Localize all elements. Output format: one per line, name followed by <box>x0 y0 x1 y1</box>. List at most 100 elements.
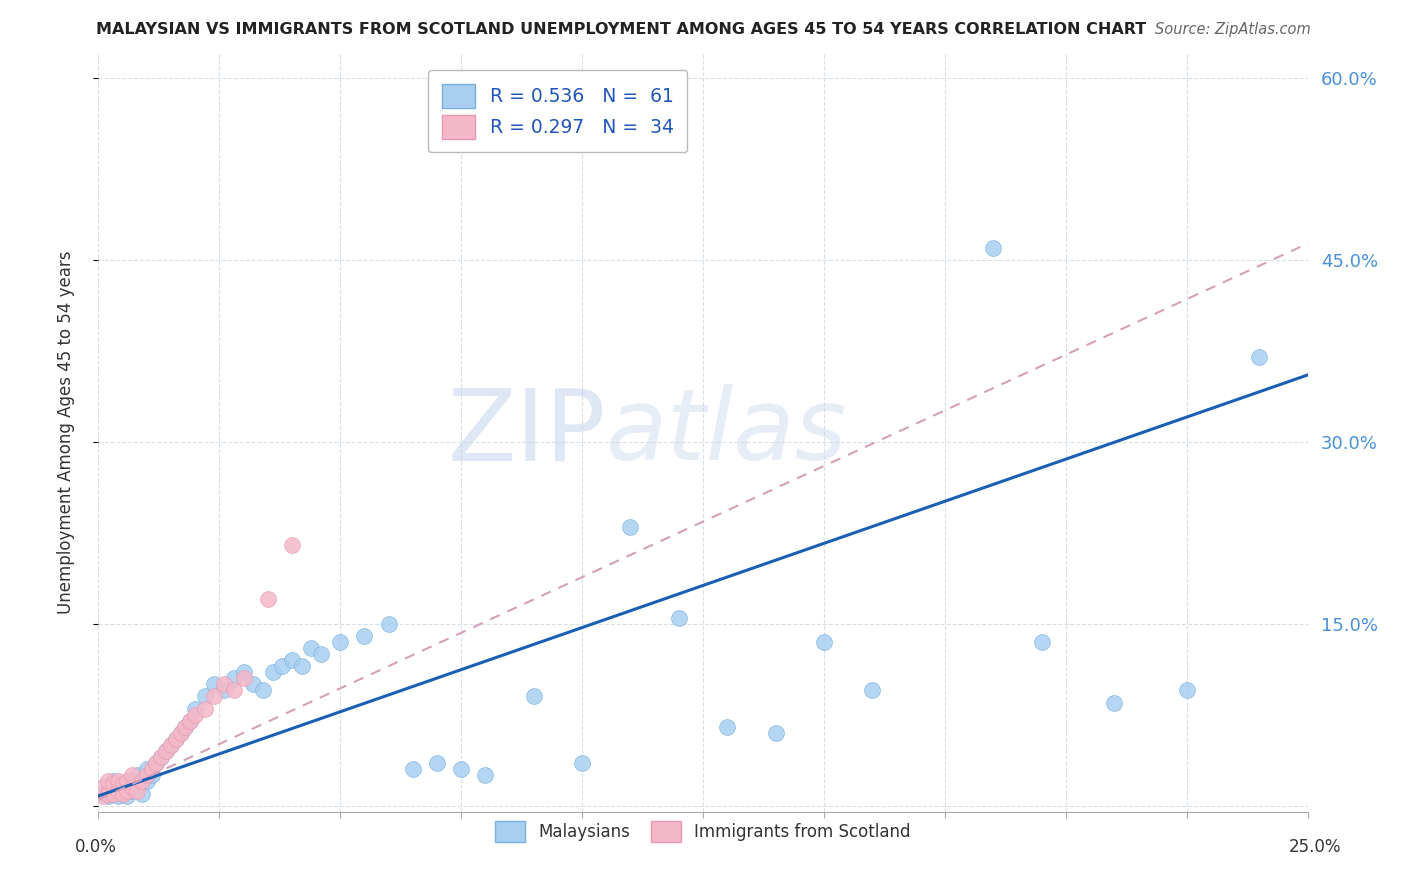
Y-axis label: Unemployment Among Ages 45 to 54 years: Unemployment Among Ages 45 to 54 years <box>56 251 75 615</box>
Point <box>860 683 883 698</box>
Text: ZIP: ZIP <box>449 384 606 481</box>
Point <box>204 677 226 691</box>
Point <box>97 787 120 801</box>
Point <box>150 750 173 764</box>
Point <box>194 690 217 704</box>
Point <box>141 768 163 782</box>
Point <box>135 762 157 776</box>
Point <box>107 784 129 798</box>
Point <box>111 777 134 791</box>
Point <box>121 768 143 782</box>
Point <box>131 787 153 801</box>
Point <box>117 789 139 803</box>
Point <box>981 241 1004 255</box>
Point <box>155 744 177 758</box>
Point <box>523 690 546 704</box>
Point <box>131 774 153 789</box>
Point <box>141 762 163 776</box>
Point <box>232 665 254 680</box>
Point <box>121 780 143 795</box>
Point <box>160 738 183 752</box>
Point <box>252 683 274 698</box>
Point <box>765 726 787 740</box>
Point <box>571 756 593 771</box>
Text: 25.0%: 25.0% <box>1288 838 1341 855</box>
Point <box>271 659 294 673</box>
Point <box>212 677 235 691</box>
Text: MALAYSIAN VS IMMIGRANTS FROM SCOTLAND UNEMPLOYMENT AMONG AGES 45 TO 54 YEARS COR: MALAYSIAN VS IMMIGRANTS FROM SCOTLAND UN… <box>96 22 1146 37</box>
Point <box>329 635 352 649</box>
Point <box>426 756 449 771</box>
Point <box>1249 350 1271 364</box>
Point <box>402 762 425 776</box>
Point <box>716 720 738 734</box>
Point <box>204 690 226 704</box>
Point <box>474 768 496 782</box>
Point <box>1175 683 1198 698</box>
Point <box>121 784 143 798</box>
Point <box>299 640 322 655</box>
Point <box>184 701 207 715</box>
Point <box>353 629 375 643</box>
Point <box>107 774 129 789</box>
Point <box>97 789 120 803</box>
Point <box>222 683 245 698</box>
Point <box>256 592 278 607</box>
Point <box>165 731 187 746</box>
Point <box>117 784 139 798</box>
Point <box>101 787 124 801</box>
Point <box>232 671 254 685</box>
Point <box>155 744 177 758</box>
Legend: Malaysians, Immigrants from Scotland: Malaysians, Immigrants from Scotland <box>489 814 917 849</box>
Point <box>160 738 183 752</box>
Point <box>281 653 304 667</box>
Point <box>145 756 167 771</box>
Point <box>813 635 835 649</box>
Text: atlas: atlas <box>606 384 848 481</box>
Point <box>1031 635 1053 649</box>
Point <box>107 784 129 798</box>
Point <box>1102 696 1125 710</box>
Point <box>127 784 149 798</box>
Point <box>117 777 139 791</box>
Point <box>184 707 207 722</box>
Point <box>91 789 114 803</box>
Point <box>127 780 149 795</box>
Point <box>135 774 157 789</box>
Point <box>97 780 120 795</box>
Point <box>242 677 264 691</box>
Point <box>101 787 124 801</box>
Point <box>145 756 167 771</box>
Point <box>619 519 641 533</box>
Point <box>121 774 143 789</box>
Point <box>309 647 332 661</box>
Point <box>194 701 217 715</box>
Point <box>165 731 187 746</box>
Point <box>91 787 114 801</box>
Point <box>127 768 149 782</box>
Point <box>281 538 304 552</box>
Point <box>150 750 173 764</box>
Point <box>262 665 284 680</box>
Point <box>212 683 235 698</box>
Point <box>222 671 245 685</box>
Point <box>174 720 197 734</box>
Point <box>111 780 134 795</box>
Point <box>111 787 134 801</box>
Point <box>179 714 201 728</box>
Text: Source: ZipAtlas.com: Source: ZipAtlas.com <box>1154 22 1310 37</box>
Point <box>174 720 197 734</box>
Point <box>135 768 157 782</box>
Point <box>101 777 124 791</box>
Point <box>450 762 472 776</box>
Point <box>169 726 191 740</box>
Point <box>290 659 312 673</box>
Point <box>111 787 134 801</box>
Text: 0.0%: 0.0% <box>75 838 117 855</box>
Point <box>97 774 120 789</box>
Point <box>179 714 201 728</box>
Point <box>377 616 399 631</box>
Point <box>169 726 191 740</box>
Point <box>117 774 139 789</box>
Point <box>91 780 114 795</box>
